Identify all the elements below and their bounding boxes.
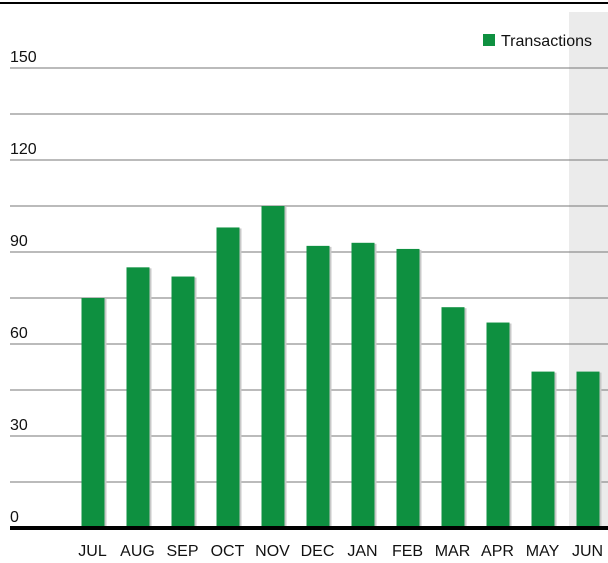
x-tick-label: OCT	[211, 543, 245, 560]
x-tick-label: JAN	[347, 543, 377, 560]
x-tick-label: APR	[481, 543, 514, 560]
y-tick-label: 30	[10, 417, 28, 434]
bar	[351, 242, 375, 529]
y-tick-label: 60	[10, 325, 28, 342]
legend-swatch	[483, 34, 495, 46]
bar	[486, 322, 510, 528]
bar	[441, 307, 465, 528]
x-tick-label: SEP	[166, 543, 198, 560]
bar	[171, 276, 195, 528]
legend-label: Transactions	[501, 33, 592, 50]
y-tick-label: 90	[10, 233, 28, 250]
x-tick-label: JUN	[572, 543, 603, 560]
x-tick-label: JUL	[78, 543, 107, 560]
y-tick-label: 120	[10, 141, 37, 158]
bar	[216, 227, 240, 528]
y-tick-label: 0	[10, 509, 19, 526]
x-tick-label: NOV	[255, 543, 290, 560]
y-tick-label: 150	[10, 49, 37, 66]
bar	[261, 206, 285, 528]
bar	[81, 298, 105, 528]
x-tick-label: FEB	[392, 543, 423, 560]
x-tick-label: AUG	[120, 543, 155, 560]
bar	[576, 371, 600, 528]
bar	[126, 267, 150, 528]
bar	[531, 371, 555, 528]
bar	[306, 245, 330, 528]
x-tick-label: DEC	[301, 543, 335, 560]
x-tick-label: MAY	[526, 543, 560, 560]
bar	[396, 248, 420, 528]
x-tick-label: MAR	[435, 543, 471, 560]
